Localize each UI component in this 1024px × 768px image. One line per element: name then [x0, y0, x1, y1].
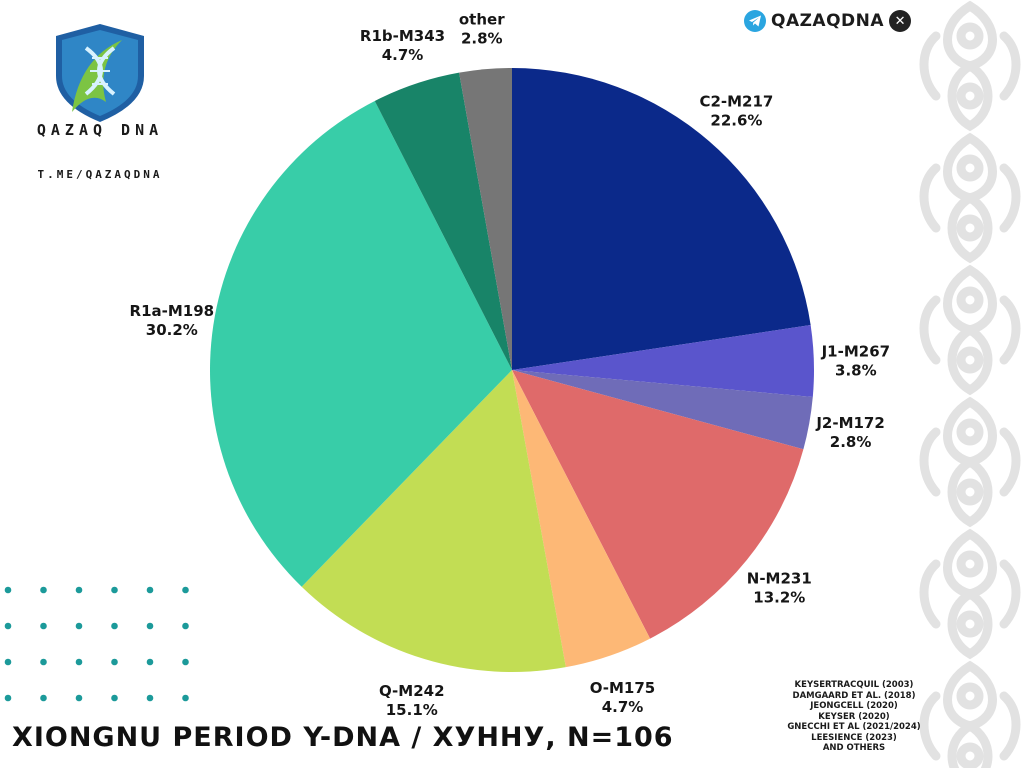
slice-label: Q-M242 15.1%	[379, 682, 445, 719]
slice-value: 4.7%	[602, 698, 644, 716]
source-item: KEYSERTRACQUIL (2003)	[794, 680, 914, 690]
pie-slices	[210, 68, 815, 672]
decor-dot	[75, 586, 83, 594]
pie-labels: C2-M217 22.6%J1-M267 3.8%J2-M172 2.8%N-M231…	[130, 10, 891, 719]
slice-label: J1-M267 3.8%	[821, 343, 890, 380]
ornament-unit	[919, 132, 1021, 264]
pie-slice-j2-m172	[512, 370, 813, 450]
slice-name: O-M175	[590, 679, 656, 697]
slice-label: J2-M172 2.8%	[815, 414, 884, 451]
slice-value: 2.8%	[461, 29, 503, 47]
ornament-unit	[919, 660, 1021, 768]
decor-dot	[40, 586, 47, 594]
slice-name: R1b-M343	[360, 27, 445, 45]
slice-label: O-M175 4.7%	[590, 679, 656, 716]
slice-value: 13.2%	[753, 589, 805, 607]
telegram-icon[interactable]	[744, 10, 766, 32]
qazaq-dna-logo: QAZAQ DNA T.ME/QAZAQDNA	[20, 18, 180, 188]
decor-dot	[182, 586, 189, 594]
slice-name: J2-M172	[815, 414, 884, 432]
pie-slice-o-m175	[512, 370, 651, 668]
chart-title: XIONGNU PERIOD Y-DNA / ХУННУ, N=106	[12, 722, 674, 753]
x-twitter-icon[interactable]: ✕	[889, 10, 912, 32]
decor-dot	[75, 694, 83, 702]
decor-dot	[111, 694, 118, 702]
slice-label: R1a-M198 30.2%	[130, 302, 215, 339]
decor-dot	[146, 586, 154, 594]
slice-value: 3.8%	[835, 362, 877, 380]
slice-value: 2.8%	[830, 433, 872, 451]
slice-name: J1-M267	[821, 343, 890, 361]
slice-name: R1a-M198	[130, 302, 215, 320]
decor-dot	[182, 622, 189, 630]
source-item: AND OTHERS	[822, 743, 886, 753]
pie-slice-r1a-m198	[210, 100, 512, 587]
dna-shield-icon	[56, 24, 144, 122]
pie-slice-j1-m267	[512, 325, 815, 398]
decor-dot	[146, 658, 154, 666]
pie-slice-c2-m217	[512, 68, 811, 370]
decor-dot	[4, 622, 12, 630]
ornament-unit	[919, 0, 1021, 132]
slice-name: Q-M242	[379, 682, 445, 700]
decor-dot	[4, 658, 12, 666]
decor-dot	[40, 658, 47, 666]
slice-value: 22.6%	[710, 111, 762, 129]
ornament-unit	[919, 264, 1021, 396]
pie-slice-n-m231	[512, 370, 804, 639]
decor-dot	[182, 694, 189, 702]
slice-label: other 2.8%	[459, 10, 505, 47]
decor-dot	[182, 658, 189, 666]
ornament-unit	[919, 396, 1021, 528]
ornament-unit	[919, 528, 1021, 660]
source-item: JEONGCELL (2020)	[810, 701, 898, 711]
decor-dot	[40, 694, 47, 702]
pie-slice-r1b-m343	[374, 72, 512, 370]
slice-label: R1b-M343 4.7%	[360, 27, 445, 64]
slice-value: 15.1%	[386, 701, 438, 719]
source-item: DAMGAARD ET AL. (2018)	[792, 690, 916, 701]
source-item: LEESIENCE (2023)	[811, 732, 897, 743]
slice-value: 4.7%	[382, 46, 424, 64]
pie-slice-other	[459, 68, 512, 370]
decor-dot	[111, 586, 118, 594]
logo-name: QAZAQ DNA	[36, 121, 164, 139]
ornament-border	[916, 0, 1024, 768]
source-item: GNECCHI ET AL (2021/2024)	[787, 722, 921, 732]
telegram-handle: T.ME/QAZAQDNA	[37, 168, 163, 181]
decor-dot	[40, 622, 47, 630]
pie-slice-q-m242	[301, 370, 566, 672]
dot-grid-decoration	[4, 586, 189, 702]
slice-name: C2-M217	[699, 92, 773, 110]
decor-dot	[111, 658, 118, 666]
slice-label: C2-M217 22.6%	[699, 92, 773, 129]
decor-dot	[146, 694, 154, 702]
decor-dot	[146, 622, 154, 630]
decor-dot	[4, 586, 12, 594]
slice-name: other	[459, 10, 505, 28]
slice-value: 30.2%	[146, 321, 198, 339]
sources-list: KEYSERTRACQUIL (2003) DAMGAARD ET AL. (20…	[770, 680, 938, 754]
decor-dot	[4, 694, 12, 702]
slice-label: N-M231 13.2%	[747, 570, 812, 607]
decor-dot	[75, 622, 83, 630]
decor-dot	[75, 658, 83, 666]
decor-dot	[111, 622, 118, 630]
source-item: KEYSER (2020)	[818, 711, 890, 722]
brand-header: QAZAQDNA ✕	[744, 8, 912, 34]
slice-name: N-M231	[747, 570, 812, 588]
brand-name: QAZAQDNA	[771, 11, 885, 31]
